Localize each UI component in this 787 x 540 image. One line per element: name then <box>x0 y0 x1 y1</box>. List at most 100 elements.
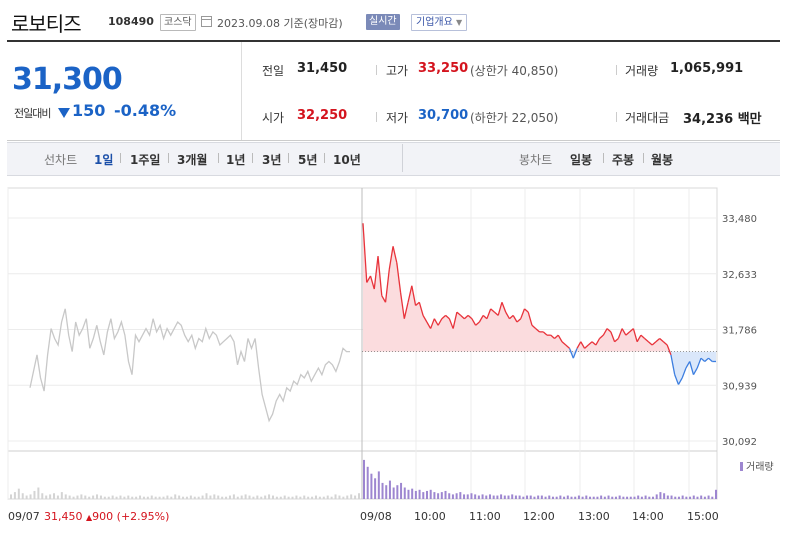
volume-bar-prev <box>346 495 349 499</box>
volume-bar-prev <box>228 495 231 499</box>
price-segment <box>486 308 492 319</box>
volume-bar-prev <box>338 495 341 499</box>
volume-bars <box>10 459 717 499</box>
price-segment <box>629 328 634 333</box>
volume-bar-today <box>448 493 451 499</box>
tab-monthly-candle[interactable]: 월봉 <box>651 153 674 167</box>
volume-bar-prev <box>115 496 118 499</box>
volume-bar-prev <box>264 495 267 499</box>
price-segment <box>535 328 540 333</box>
volume-bar-today <box>555 496 558 499</box>
volume-bar-today <box>659 492 662 499</box>
price-segment <box>490 308 495 313</box>
volume-bar-today <box>414 490 417 499</box>
tab-divider <box>218 153 219 163</box>
volume-bar-prev <box>56 495 59 499</box>
price-segment <box>587 341 593 346</box>
price-segment <box>433 318 439 326</box>
volume-bar-prev <box>291 496 294 499</box>
current-price: 31,300 <box>12 62 123 97</box>
volume-bar-today <box>377 471 380 499</box>
volume-bar-prev <box>96 494 99 499</box>
volume-bar-prev <box>174 494 177 499</box>
tab-daily-candle[interactable]: 일봉 <box>570 153 593 167</box>
cell-divider <box>376 112 377 122</box>
low-value: 30,700 <box>418 108 469 123</box>
tab-divider <box>324 153 325 163</box>
volume-bar-prev <box>60 492 63 499</box>
price-segment <box>418 302 424 316</box>
tab-weekly-candle[interactable]: 주봉 <box>612 153 635 167</box>
volume-bar-today <box>363 459 365 499</box>
price-segment <box>463 314 469 320</box>
volume-bar-prev <box>221 496 224 499</box>
volume-bar-today <box>425 490 428 499</box>
price-segment <box>501 302 507 313</box>
volume-bar-prev <box>299 496 302 499</box>
chart-tab-bar <box>7 142 780 176</box>
down-arrow-icon <box>58 108 70 118</box>
price-segment <box>595 338 601 346</box>
company-info-button[interactable]: 기업개요 ▼ <box>411 14 468 31</box>
price-segment <box>373 256 379 290</box>
volume-bar-today <box>444 490 447 499</box>
price-segment <box>692 367 698 375</box>
volume-bar-today <box>477 495 480 499</box>
price-segment <box>422 315 428 323</box>
tab-1day[interactable]: 1일 <box>94 153 114 167</box>
chevron-down-icon: ▼ <box>456 18 463 27</box>
price-segment <box>497 302 503 316</box>
volume-bar-today <box>685 496 688 499</box>
volume-bar-today <box>500 494 503 499</box>
volume-bar-prev <box>158 496 161 499</box>
volume-bar-prev <box>350 494 353 499</box>
price-segment <box>437 318 443 326</box>
volume-value: 1,065,991 <box>670 61 744 76</box>
volume-bar-today <box>618 495 621 499</box>
tab-10year[interactable]: 10년 <box>333 153 361 167</box>
volume-bar-today <box>559 495 562 499</box>
tab-1week[interactable]: 1주일 <box>130 153 161 167</box>
volume-bar-today <box>511 494 514 499</box>
volume-bar-prev <box>13 492 16 499</box>
volume-bar-prev <box>268 494 271 499</box>
price-segment <box>708 357 713 362</box>
volume-bar-today <box>670 495 673 499</box>
chart-fills <box>363 223 716 385</box>
stock-name: 로보티즈 <box>11 12 82 36</box>
x-tick-label: 12:00 <box>523 510 555 523</box>
price-segment <box>381 295 387 303</box>
volume-bar-prev <box>185 496 188 499</box>
volume-bar-prev <box>68 495 71 499</box>
volume-bar-today <box>418 489 421 499</box>
price-segment <box>407 285 413 303</box>
volume-bar-prev <box>139 495 142 499</box>
realtime-button[interactable]: 실시간 <box>366 14 400 30</box>
tab-3month[interactable]: 3개월 <box>177 153 208 167</box>
price-segment <box>565 344 570 349</box>
volume-bar-prev <box>271 495 274 499</box>
tab-divider <box>603 153 604 163</box>
volume-bar-today <box>544 496 547 499</box>
tab-group-divider <box>402 144 403 172</box>
price-segment <box>704 357 709 362</box>
price-segment <box>362 223 368 283</box>
volume-bar-prev <box>342 496 345 499</box>
tab-3year[interactable]: 3년 <box>262 153 282 167</box>
volume-bar-today <box>429 489 432 499</box>
tab-1year[interactable]: 1년 <box>226 153 246 167</box>
volume-bar-today <box>411 488 414 499</box>
volume-bar-today <box>700 495 703 499</box>
price-segment <box>478 315 484 323</box>
chart-labels: 33,480 32,633 31,786 30,939 30,092 09/07 09/08… <box>8 214 774 523</box>
volume-bar-today <box>652 496 655 499</box>
change-label: 전일대비 <box>14 107 51 120</box>
prev-close-label: 전일 <box>262 64 285 78</box>
low-label: 저가 <box>386 111 409 125</box>
volume-bar-today <box>455 493 458 499</box>
volume-bar-today <box>677 496 680 499</box>
tab-5year[interactable]: 5년 <box>298 153 318 167</box>
price-segment <box>445 314 450 320</box>
price-summary <box>7 42 780 141</box>
